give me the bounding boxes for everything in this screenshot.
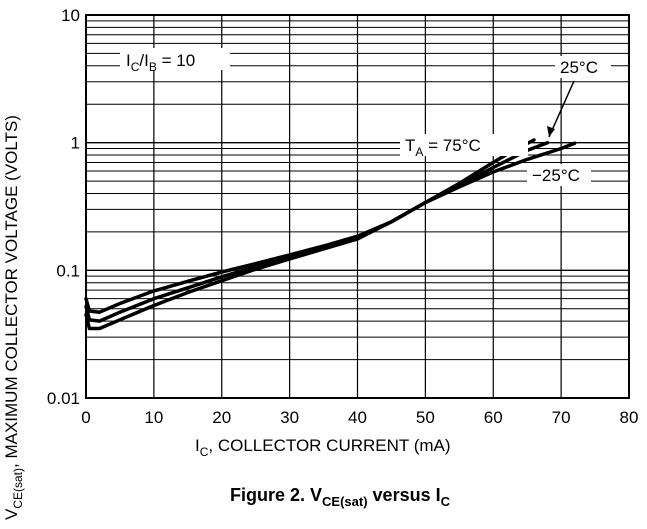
x-tick-label: 50 bbox=[416, 408, 435, 427]
series-label-bg-75 bbox=[400, 134, 528, 156]
series-label-bg-m25 bbox=[527, 164, 591, 186]
grid bbox=[86, 15, 629, 398]
condition-box bbox=[120, 48, 230, 70]
y-tick-label: 10 bbox=[61, 6, 80, 25]
arrowhead-icon bbox=[547, 126, 555, 137]
x-tick-label: 30 bbox=[280, 408, 299, 427]
condition-label: IC/IB = 10 bbox=[126, 51, 195, 74]
series-label-minus25c: −25°C bbox=[532, 166, 580, 185]
x-tick-label: 40 bbox=[348, 408, 367, 427]
x-tick-label: 10 bbox=[144, 408, 163, 427]
x-tick-label: 60 bbox=[484, 408, 503, 427]
plot-frame bbox=[85, 14, 630, 399]
series-line-2 bbox=[84, 141, 577, 331]
x-tick-label: 80 bbox=[620, 408, 639, 427]
series-line-0 bbox=[84, 138, 536, 314]
y-axis-title: VCE(sat), MAXIMUM COLLECTOR VOLTAGE (VOL… bbox=[2, 115, 25, 520]
x-tick-label: 70 bbox=[552, 408, 571, 427]
x-tick-label: 0 bbox=[81, 408, 90, 427]
y-tick-label: 0.01 bbox=[47, 389, 80, 408]
series-label-25c-arrow bbox=[548, 80, 575, 138]
curves bbox=[84, 138, 577, 331]
series-label-bg-25 bbox=[555, 56, 611, 78]
x-tick-label: 20 bbox=[212, 408, 231, 427]
tick-labels: 0 10 20 30 40 50 60 70 80 0.01 0.1 1 10 bbox=[47, 6, 639, 427]
y-tick-label: 1 bbox=[71, 134, 80, 153]
x-axis-title: IC, COLLECTOR CURRENT (mA) bbox=[195, 436, 451, 459]
series-label-25c: 25°C bbox=[560, 58, 598, 77]
series-label-75c: TA = 75°C bbox=[405, 136, 481, 159]
figure-caption: Figure 2. VCE(sat) versus IC bbox=[230, 485, 451, 509]
y-tick-label: 0.1 bbox=[56, 261, 80, 280]
